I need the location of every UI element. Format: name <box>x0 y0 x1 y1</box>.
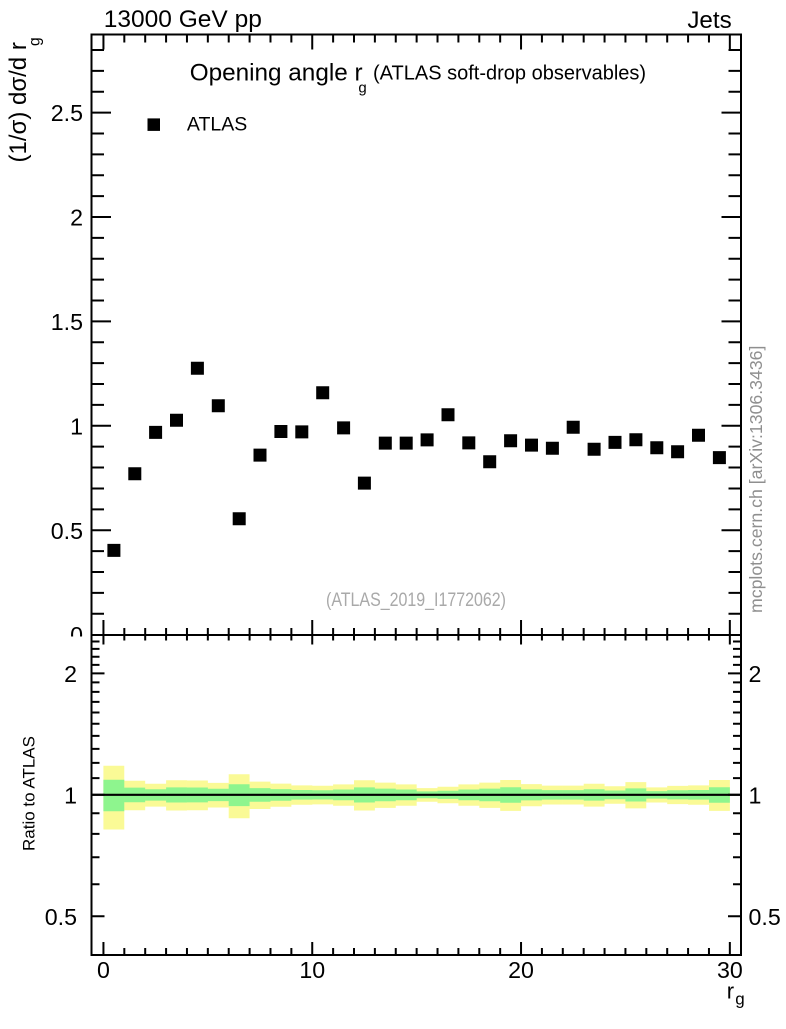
svg-text:Opening angle r: Opening angle r <box>190 60 363 87</box>
svg-text:0.5: 0.5 <box>51 518 83 544</box>
svg-text:2.5: 2.5 <box>51 100 83 126</box>
svg-text:mcplots.cern.ch [arXiv:1306.34: mcplots.cern.ch [arXiv:1306.3436] <box>746 346 766 613</box>
svg-text:1: 1 <box>749 782 762 808</box>
svg-text:13000 GeV pp: 13000 GeV pp <box>104 6 262 33</box>
svg-text:(ATLAS_2019_I1772062): (ATLAS_2019_I1772062) <box>326 590 506 611</box>
svg-text:2: 2 <box>64 661 77 687</box>
svg-text:0.5: 0.5 <box>749 904 781 930</box>
svg-text:2: 2 <box>749 661 762 687</box>
svg-text:1: 1 <box>64 782 77 808</box>
svg-text:10: 10 <box>299 957 325 983</box>
svg-text:20: 20 <box>508 957 534 983</box>
svg-text:0: 0 <box>70 622 83 648</box>
svg-text:r: r <box>727 978 734 1003</box>
svg-text:2: 2 <box>70 205 83 231</box>
svg-text:30: 30 <box>717 957 743 983</box>
svg-text:(1/σ) dσ/d r: (1/σ) dσ/d r <box>5 42 32 162</box>
svg-text:ATLAS: ATLAS <box>187 113 247 135</box>
svg-text:g: g <box>358 79 366 96</box>
svg-text:0: 0 <box>97 957 110 983</box>
svg-text:g: g <box>27 37 44 46</box>
svg-text:1.5: 1.5 <box>51 309 83 335</box>
svg-text:1: 1 <box>70 413 83 439</box>
svg-text:Ratio to ATLAS: Ratio to ATLAS <box>20 736 39 851</box>
svg-text:g: g <box>735 990 744 1009</box>
svg-text:Jets: Jets <box>687 7 731 34</box>
svg-text:0.5: 0.5 <box>45 904 77 930</box>
svg-text:(ATLAS soft-drop observables): (ATLAS soft-drop observables) <box>373 63 646 85</box>
